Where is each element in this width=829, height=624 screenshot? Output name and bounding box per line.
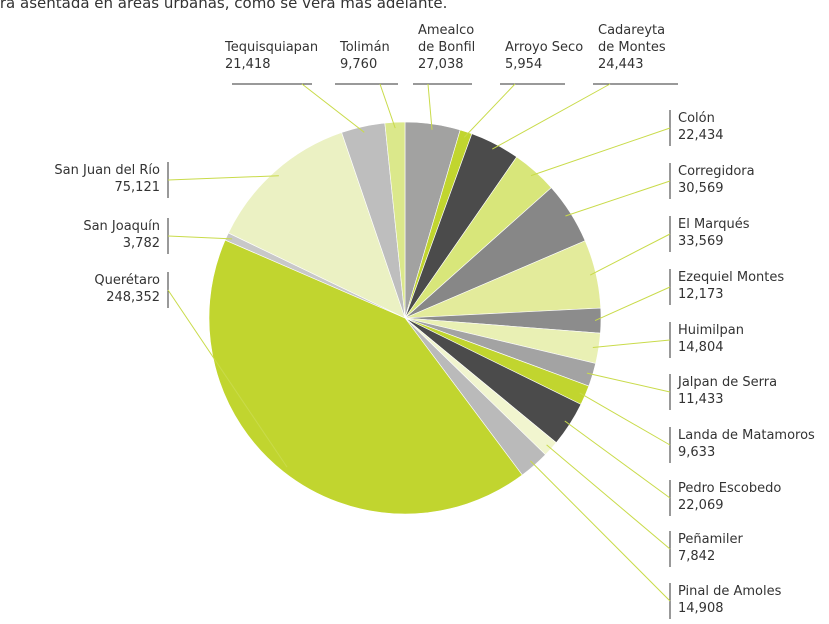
- value-label: 9,633: [678, 445, 716, 460]
- category-label: Tequisquiapan: [225, 40, 319, 55]
- slice-label: San Juan del Río 75,121: [54, 162, 160, 196]
- value-label: 12,173: [678, 287, 724, 302]
- caption: tra asentada en áreas urbanas, como se v…: [0, 0, 448, 12]
- pie-slice: [228, 132, 406, 319]
- leader-line: [546, 444, 671, 550]
- leader-line: [463, 83, 516, 138]
- slice-label: Cadareyta de Montes 24,443: [598, 22, 678, 73]
- category-label: Arroyo Seco: [505, 40, 584, 55]
- slice-label: Amealco de Bonfil 27,038: [418, 22, 480, 73]
- slice-label: El Marqués 33,569: [678, 216, 750, 250]
- leader-line: [564, 420, 671, 499]
- leader-line: [592, 339, 671, 348]
- value-label: 11,433: [678, 392, 724, 407]
- slice-label: Colón 22,434: [678, 110, 724, 144]
- category-label: San Juan del Río: [54, 163, 160, 178]
- category-label: El Marqués: [678, 217, 750, 232]
- value-label: 248,352: [106, 290, 160, 305]
- leader-line: [167, 175, 279, 181]
- leader-line: [589, 233, 671, 276]
- leader-line: [579, 392, 671, 446]
- category-label: Pedro Escobedo: [678, 481, 782, 496]
- leader-line: [492, 83, 611, 150]
- slice-label: Ezequiel Montes 12,173: [678, 269, 784, 303]
- value-label: 14,804: [678, 340, 724, 355]
- leader-line: [586, 372, 671, 393]
- leader-line: [301, 83, 365, 133]
- category-label: Jalpan de Serra: [678, 375, 778, 390]
- value-label: 27,038: [418, 57, 464, 72]
- slice-label: San Joaquín 3,782: [83, 218, 160, 252]
- slice-label: Landa de Matamoros 9,633: [678, 427, 815, 461]
- leader-line: [379, 83, 396, 129]
- slice-label: Pinal de Amoles 14,908: [678, 583, 781, 617]
- category-label: Landa de Matamoros: [678, 428, 815, 443]
- category-label: Tolimán: [340, 40, 390, 55]
- category-label: Peñamiler: [678, 532, 743, 547]
- value-label: 22,434: [678, 128, 724, 143]
- value-label: 5,954: [505, 57, 543, 72]
- slice-label: Tequisquiapan 21,418: [225, 39, 318, 73]
- slice-label: Tolimán 9,760: [340, 39, 390, 73]
- value-label: 9,760: [340, 57, 378, 72]
- category-label: Amealco de Bonfil: [418, 23, 476, 55]
- slice-label: Jalpan de Serra 11,433: [678, 374, 777, 408]
- value-label: 14,908: [678, 601, 724, 616]
- value-label: 22,069: [678, 498, 724, 513]
- category-label: Ezequiel Montes: [678, 270, 785, 285]
- category-label: Querétaro: [94, 273, 160, 288]
- slice-label: Corregidora 30,569: [678, 163, 755, 197]
- leader-line: [565, 180, 671, 217]
- leader-line: [167, 235, 233, 240]
- leader-line: [167, 289, 288, 468]
- category-label: San Joaquín: [83, 219, 160, 234]
- category-label: Corregidora: [678, 164, 755, 179]
- leader-line: [530, 127, 671, 177]
- pie-slice: [384, 121, 406, 319]
- value-label: 7,842: [678, 549, 716, 564]
- value-label: 75,121: [114, 180, 161, 195]
- value-label: 3,782: [122, 236, 160, 251]
- leader-line: [594, 286, 671, 322]
- slice-label: Huimilpan 14,804: [678, 322, 744, 356]
- slice-label: Arroyo Seco 5,954: [505, 39, 583, 73]
- category-label: Cadareyta de Montes: [598, 23, 666, 55]
- category-label: Colón: [678, 111, 715, 126]
- leader-line: [530, 460, 671, 602]
- slice-label: Querétaro 248,352: [94, 272, 160, 306]
- value-label: 33,569: [678, 234, 724, 249]
- slice-label: Pedro Escobedo 22,069: [678, 480, 781, 514]
- category-label: Huimilpan: [678, 323, 744, 338]
- pie-slice: [208, 239, 523, 515]
- value-label: 30,569: [678, 181, 724, 196]
- leader-line: [427, 83, 433, 130]
- value-label: 24,443: [598, 57, 644, 72]
- slice-label: Peñamiler 7,842: [678, 531, 743, 565]
- category-label: Pinal de Amoles: [678, 584, 782, 599]
- value-label: 21,418: [225, 57, 271, 72]
